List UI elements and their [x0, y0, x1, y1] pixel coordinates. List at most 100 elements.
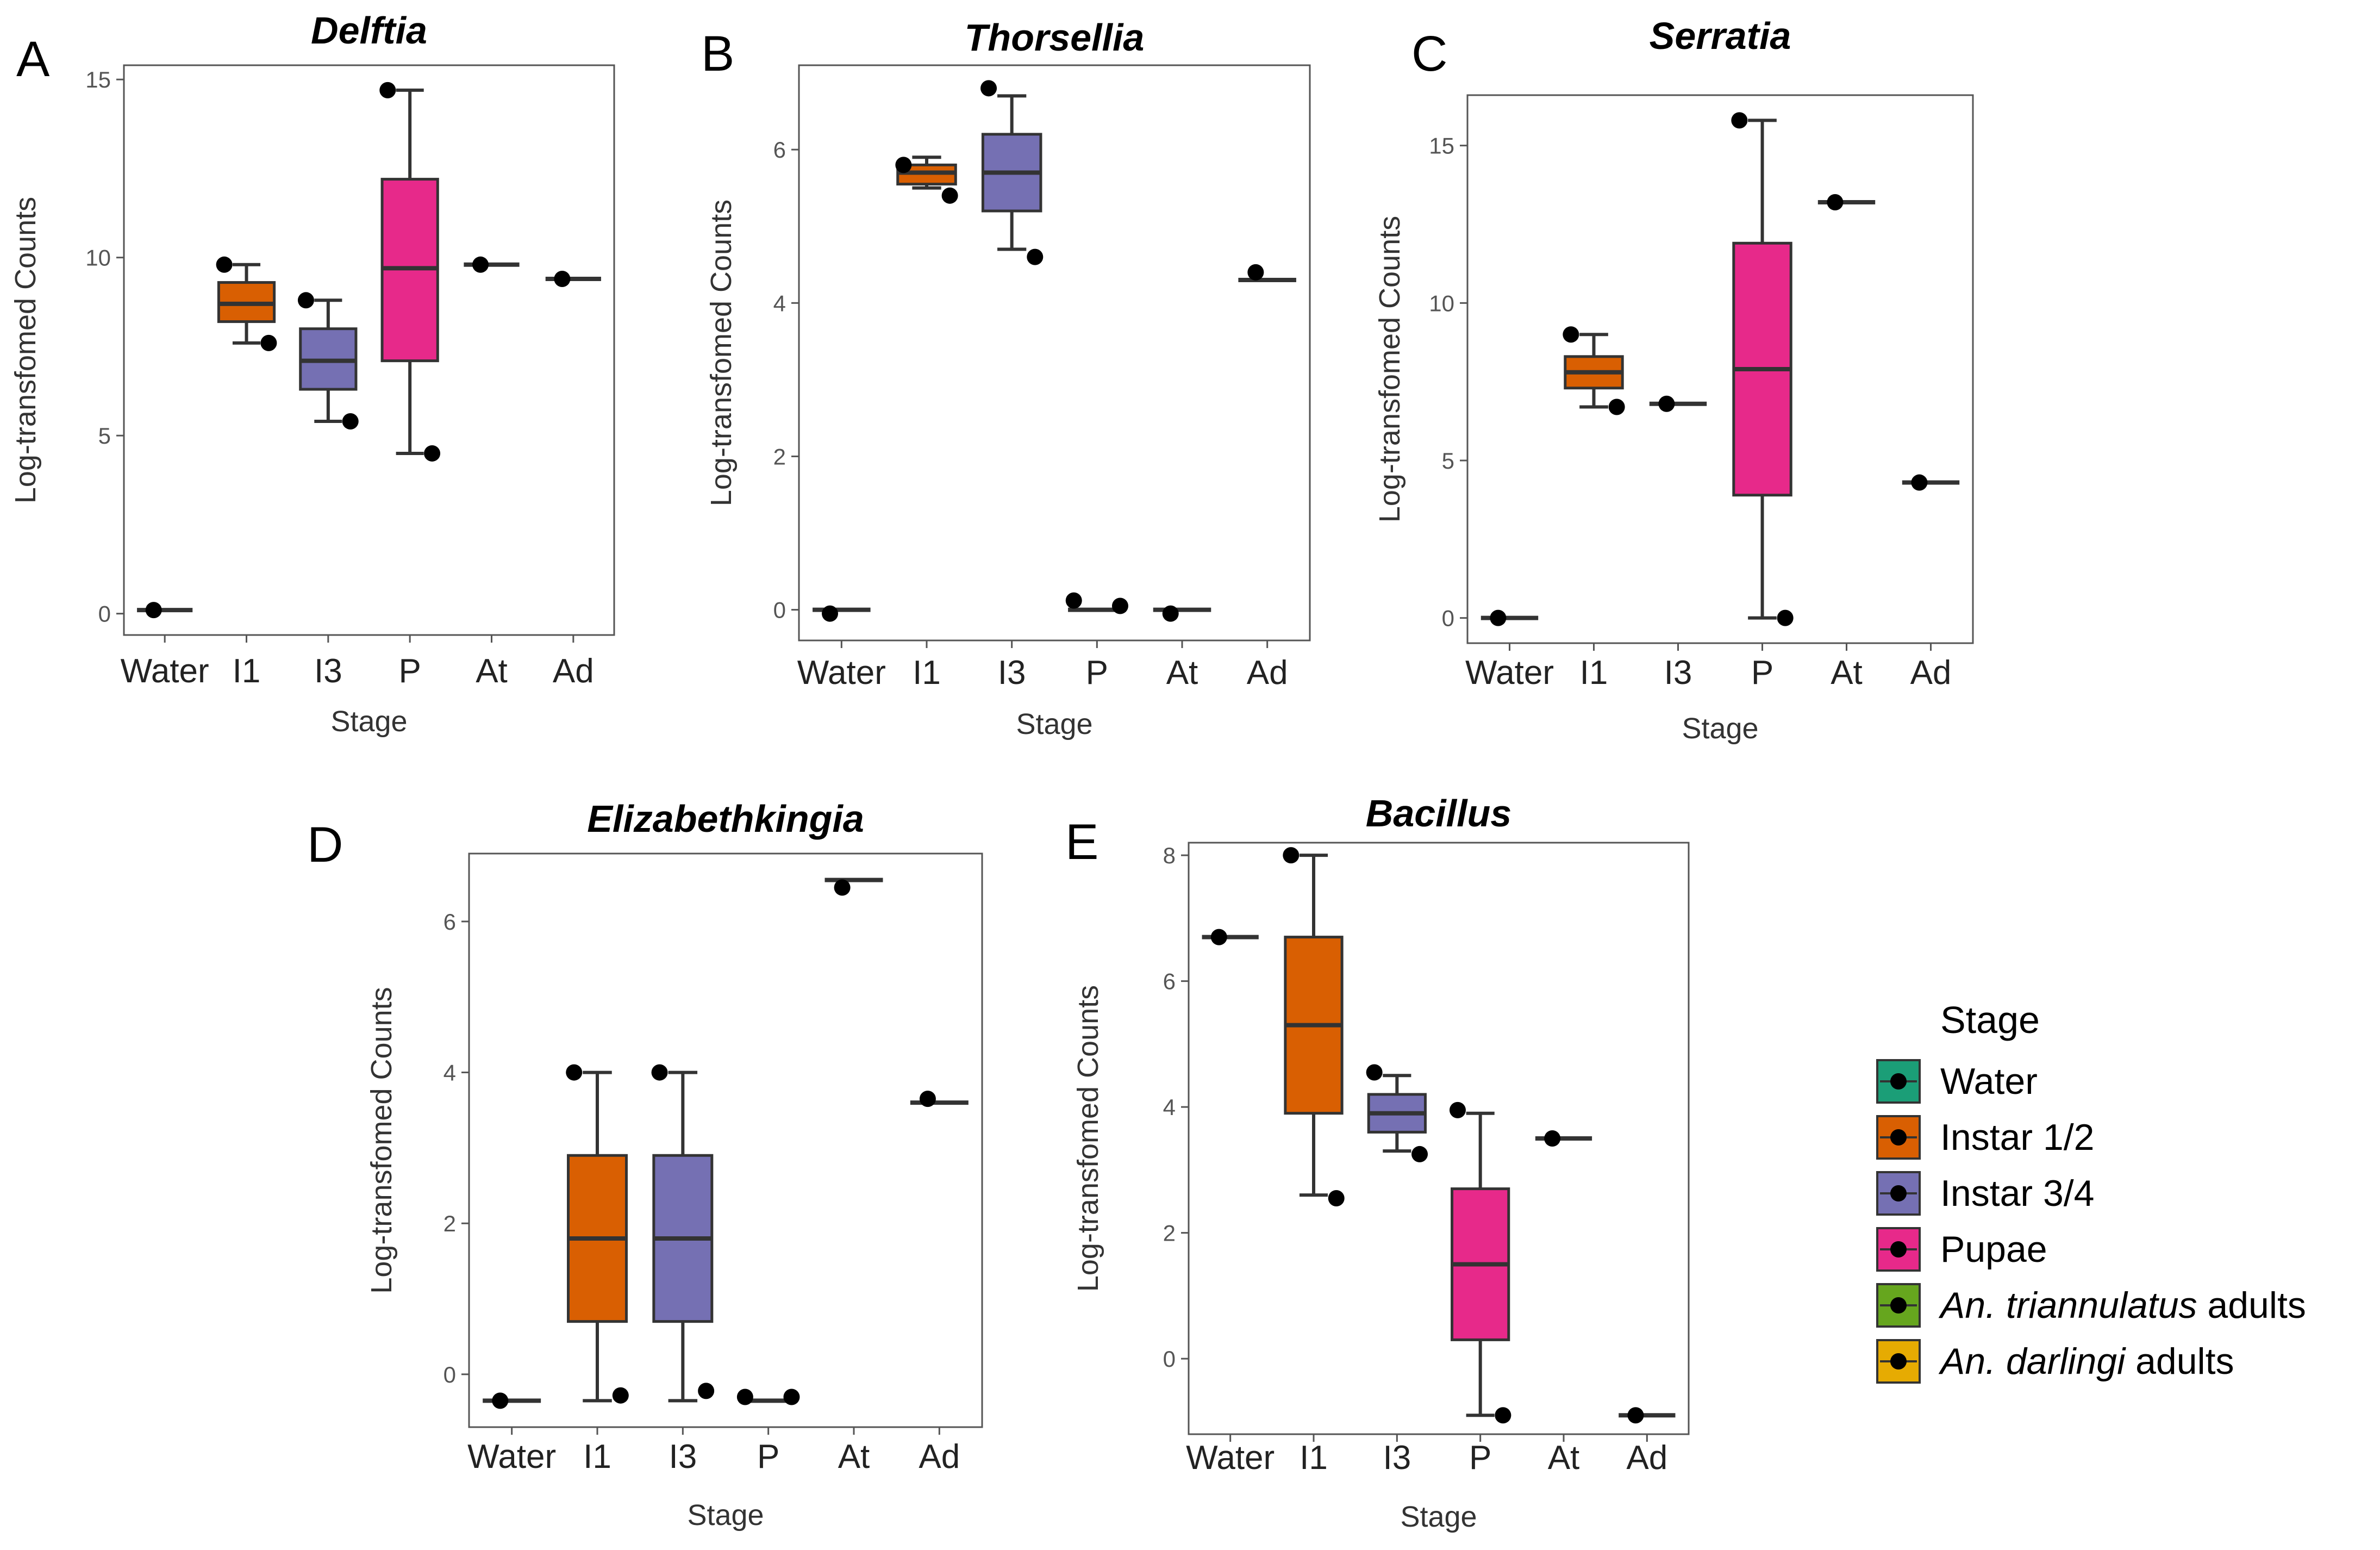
plot-frame [468, 852, 983, 1428]
y-tick-label: 0 [443, 1362, 456, 1387]
data-point [1731, 112, 1748, 129]
box-ad [910, 1091, 969, 1107]
legend-item-i1: Instar 1/2 [1876, 1115, 2095, 1160]
x-tick-label: At [1166, 654, 1198, 692]
panel-letter: C [1411, 26, 1447, 82]
y-tick-label: 5 [98, 423, 111, 449]
legend-label-part: Instar 1/2 [1940, 1117, 2095, 1158]
legend-key-point [1890, 1241, 1907, 1258]
legend-title: Stage [1940, 999, 2040, 1041]
y-tick-label: 4 [773, 290, 786, 316]
data-point [783, 1389, 800, 1405]
box-ad [1238, 264, 1296, 282]
box-water [1481, 609, 1539, 626]
x-tick-label: Water [1186, 1439, 1275, 1477]
data-point [736, 1389, 753, 1405]
data-point [297, 292, 314, 309]
data-point [651, 1064, 668, 1081]
data-point [1328, 1190, 1345, 1206]
data-point [980, 80, 997, 97]
y-axis-label: Log-transfomed Counts [705, 200, 738, 506]
legend-key-point [1890, 1297, 1907, 1314]
data-point [941, 187, 958, 204]
legend-key-point [1890, 1073, 1907, 1090]
data-point [379, 82, 396, 98]
legend-item-ad: An. darlingi adults [1876, 1339, 2234, 1384]
data-point [216, 256, 233, 273]
legend-label-part: An. darlingi [1938, 1341, 2126, 1382]
panel-letter: E [1065, 814, 1098, 870]
y-tick-label: 0 [773, 597, 786, 623]
legend-label-part: Water [1940, 1061, 2038, 1102]
panel-letter: B [701, 26, 734, 82]
legend-item-p: Pupae [1876, 1227, 2047, 1272]
plot-frame [1466, 94, 1974, 644]
plot-frame [123, 64, 615, 636]
y-tick-label: 10 [85, 245, 111, 271]
data-point [1777, 609, 1794, 626]
box-at [1535, 1130, 1592, 1147]
plot-frame [1188, 842, 1690, 1435]
x-tick-label: P [1086, 654, 1108, 692]
box-ad [545, 271, 601, 287]
x-tick-label: Water [1465, 654, 1554, 692]
data-point [1911, 474, 1928, 491]
data-point [822, 605, 839, 622]
chart-title: Bacillus [1366, 792, 1511, 835]
x-tick-label: At [838, 1438, 870, 1476]
box-water [813, 605, 871, 622]
y-axis-label: Log-transfomed Counts [9, 197, 42, 503]
legend-label: Instar 3/4 [1940, 1173, 2095, 1214]
x-axis-label: Stage [1016, 708, 1092, 740]
box-at [824, 877, 883, 896]
legend-label-part: An. triannulatus [1938, 1285, 2197, 1326]
x-tick-label: I1 [1300, 1439, 1328, 1477]
x-tick-label: At [1548, 1439, 1580, 1477]
y-tick-label: 0 [1442, 606, 1454, 631]
data-point [1065, 592, 1082, 609]
panel-letter: D [307, 817, 343, 873]
data-point [1366, 1064, 1383, 1081]
y-tick-label: 2 [443, 1211, 456, 1236]
legend-item-i3: Instar 3/4 [1876, 1171, 2095, 1216]
y-tick-label: 0 [1163, 1346, 1176, 1372]
legend-item-water: Water [1876, 1059, 2038, 1104]
legend-label: An. darlingi adults [1938, 1341, 2234, 1382]
legend-label-part: adults [2125, 1341, 2234, 1382]
legend-key-point [1890, 1353, 1907, 1370]
y-tick-label: 10 [1429, 290, 1454, 316]
data-point [1495, 1407, 1511, 1424]
data-point [1111, 597, 1128, 614]
x-tick-label: I1 [233, 652, 261, 690]
y-tick-label: 5 [1442, 448, 1454, 474]
data-point [260, 334, 277, 351]
box-at [464, 256, 520, 273]
y-tick-label: 8 [1163, 843, 1176, 868]
box-i3 [297, 292, 359, 429]
data-point [1247, 264, 1264, 281]
y-tick-label: 0 [98, 601, 111, 627]
y-tick-label: 15 [1429, 133, 1454, 159]
box-at [1817, 194, 1876, 210]
data-point [566, 1064, 583, 1081]
y-axis-label: Log-transfomed Counts [365, 987, 398, 1293]
data-point [424, 445, 441, 462]
data-point [612, 1387, 629, 1404]
box-p [1065, 592, 1128, 614]
box-p [1731, 112, 1794, 626]
data-point [1490, 609, 1507, 626]
y-axis-label: Log-transfomed Counts [1373, 216, 1406, 522]
y-axis-label: Log-transfomed Counts [1072, 985, 1104, 1292]
chart-title: Delftia [311, 9, 427, 52]
box-i1 [216, 256, 277, 351]
x-tick-label: I3 [1383, 1439, 1411, 1477]
y-tick-label: 2 [1163, 1221, 1176, 1246]
box-p [379, 82, 441, 462]
box-i1 [566, 1064, 629, 1404]
box-at [1153, 605, 1211, 622]
x-tick-label: P [1751, 654, 1773, 692]
data-point [472, 256, 489, 273]
x-tick-label: I3 [669, 1438, 697, 1476]
data-point [1827, 194, 1844, 210]
box-ad [1619, 1407, 1676, 1424]
